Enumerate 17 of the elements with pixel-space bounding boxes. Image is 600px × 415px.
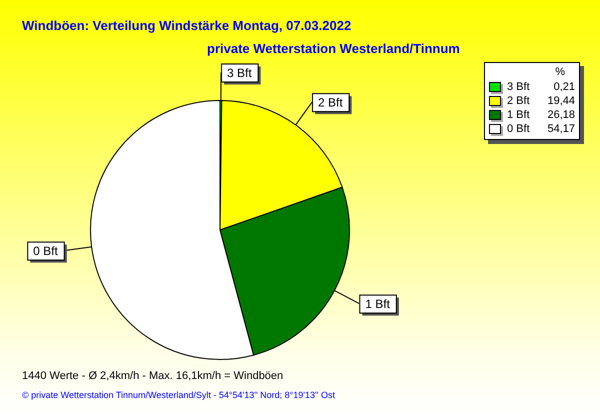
text: 1440 Werte - Ø 2,4km/h - Max. 16,1km/h = Windböen xyxy=(22,370,284,382)
slice-label: 2 Bft xyxy=(318,95,344,110)
data-label: 19,44 xyxy=(546,95,575,107)
slice-label: 0 Bft xyxy=(33,244,59,258)
chart-subtitle: private Wetterstation Westerland/Tinnum xyxy=(207,41,460,56)
text: © private Wetterstation Tinnum/Westerland/Sylt - 54°54'13'' Nord; 8°19'13'' Ost xyxy=(22,390,335,400)
data-label: 54,17 xyxy=(546,123,575,135)
data-label: 26,18 xyxy=(546,109,575,121)
legend-label: 3 Bft xyxy=(507,81,531,93)
slice-label: 1 Bft xyxy=(365,296,391,311)
legend-title: % xyxy=(554,66,566,78)
legend-label: 0 Bft xyxy=(507,123,531,135)
legend-label: 2 Bft xyxy=(507,95,531,107)
slice-label: 3 Bft xyxy=(227,66,252,80)
chart-title: Windböen: Verteilung Windstärke Montag, 07.03.2022 xyxy=(22,18,352,33)
legend-label: 1 Bft xyxy=(507,109,531,121)
data-label: 0,21 xyxy=(552,81,575,93)
